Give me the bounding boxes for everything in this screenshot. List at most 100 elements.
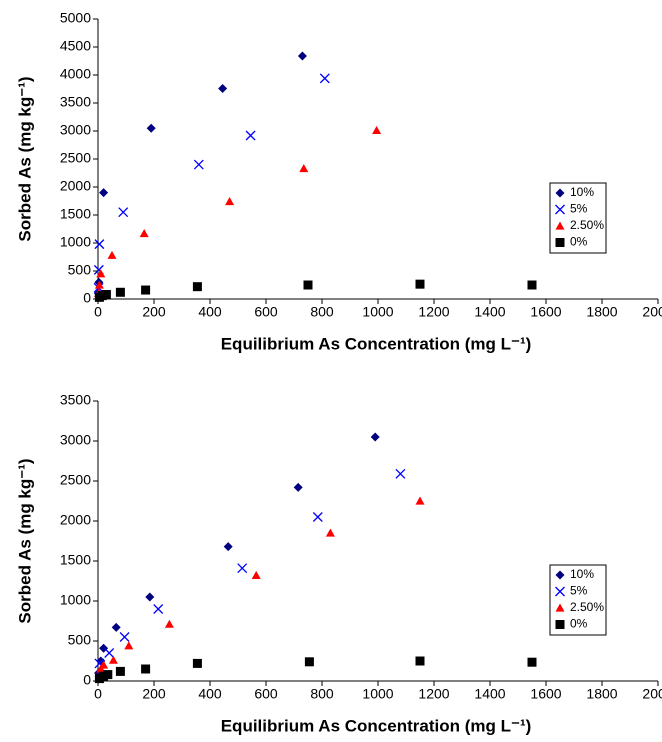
marker (99, 660, 109, 669)
legend-label: 5% (570, 584, 588, 598)
y-tick-label: 3000 (60, 122, 91, 138)
x-tick-label: 200 (142, 686, 166, 702)
marker-stroke (153, 604, 164, 614)
marker (527, 280, 537, 290)
marker (193, 159, 204, 170)
marker-stroke (104, 648, 115, 658)
x-tick-label: 1800 (586, 304, 617, 320)
x-tick-label: 1400 (474, 686, 505, 702)
x-tick-label: 1200 (418, 686, 449, 702)
marker-stroke (312, 512, 323, 522)
x-tick-label: 400 (198, 304, 222, 320)
y-tick-label: 0 (83, 290, 91, 306)
marker-stroke (119, 632, 130, 642)
marker (299, 164, 309, 173)
marker (225, 197, 235, 206)
marker-stroke (555, 586, 565, 597)
x-tick-label: 600 (254, 304, 278, 320)
y-tick-label: 2500 (60, 472, 91, 488)
marker (124, 641, 134, 650)
x-tick-label: 1800 (586, 686, 617, 702)
y-tick-label: 3000 (60, 432, 91, 448)
marker (293, 482, 303, 492)
marker-stroke (555, 204, 565, 215)
y-axis-title: Sorbed As (mg kg⁻¹) (15, 76, 34, 241)
marker (527, 657, 537, 667)
y-tick-label: 1000 (60, 592, 91, 608)
marker (395, 468, 406, 479)
x-tick-label: 800 (310, 686, 334, 702)
x-tick-label: 2000 (642, 686, 662, 702)
marker (145, 592, 155, 602)
legend-label: 0% (570, 235, 588, 249)
marker (555, 620, 565, 629)
marker (555, 586, 565, 597)
x-tick-label: 1400 (474, 304, 505, 320)
marker (103, 670, 113, 680)
marker-stroke (94, 239, 105, 250)
marker (164, 619, 174, 628)
marker-stroke (319, 73, 330, 84)
legend-label: 2.50% (570, 218, 604, 232)
marker (555, 238, 565, 247)
x-axis-title: Equilibrium As Concentration (mg L⁻¹) (221, 716, 532, 735)
marker (94, 280, 104, 289)
y-tick-label: 5000 (60, 10, 91, 26)
marker (94, 239, 105, 250)
marker (118, 207, 129, 218)
y-axis-title: Sorbed As (mg kg⁻¹) (15, 458, 34, 623)
marker (104, 648, 115, 658)
y-tick-label: 4000 (60, 66, 91, 82)
y-tick-label: 2000 (60, 512, 91, 528)
legend-label: 10% (570, 185, 594, 199)
scatter-chart: 0500100015002000250030003500400045005000… (15, 10, 662, 354)
marker (415, 656, 425, 666)
marker (555, 188, 565, 198)
y-tick-label: 3500 (60, 392, 91, 408)
marker (251, 570, 261, 579)
y-tick-label: 2000 (60, 178, 91, 194)
marker (555, 204, 565, 215)
x-tick-label: 200 (142, 304, 166, 320)
marker (99, 188, 109, 198)
marker-stroke (118, 207, 129, 218)
x-tick-label: 0 (94, 304, 102, 320)
marker (312, 512, 323, 522)
marker-stroke (93, 264, 104, 275)
x-tick-label: 2000 (642, 304, 662, 320)
legend: 10% 5% 2.50% 0% (549, 182, 607, 254)
y-tick-label: 0 (83, 672, 91, 688)
y-tick-label: 1000 (60, 234, 91, 250)
marker (245, 130, 256, 141)
y-tick-label: 3500 (60, 94, 91, 110)
marker (303, 280, 313, 290)
marker (141, 285, 151, 295)
x-tick-label: 600 (254, 686, 278, 702)
marker (218, 83, 228, 93)
marker (223, 542, 233, 552)
marker (415, 496, 425, 505)
y-tick-label: 2500 (60, 150, 91, 166)
x-tick-label: 1000 (362, 304, 393, 320)
x-tick-label: 0 (94, 686, 102, 702)
marker-stroke (237, 563, 248, 574)
marker (111, 622, 121, 632)
x-tick-label: 400 (198, 686, 222, 702)
x-axis-title: Equilibrium As Concentration (mg L⁻¹) (221, 334, 532, 353)
marker (370, 432, 380, 442)
x-tick-label: 800 (310, 304, 334, 320)
x-tick-label: 1000 (362, 686, 393, 702)
x-tick-label: 1600 (530, 686, 561, 702)
marker (115, 666, 125, 676)
marker-stroke (245, 130, 256, 141)
y-tick-label: 500 (68, 632, 92, 648)
marker (192, 658, 202, 668)
marker (192, 282, 202, 292)
y-tick-label: 4500 (60, 38, 91, 54)
marker-stroke (193, 159, 204, 170)
marker (115, 287, 125, 297)
y-tick-label: 500 (68, 262, 92, 278)
y-tick-label: 1500 (60, 206, 91, 222)
marker (108, 655, 118, 664)
